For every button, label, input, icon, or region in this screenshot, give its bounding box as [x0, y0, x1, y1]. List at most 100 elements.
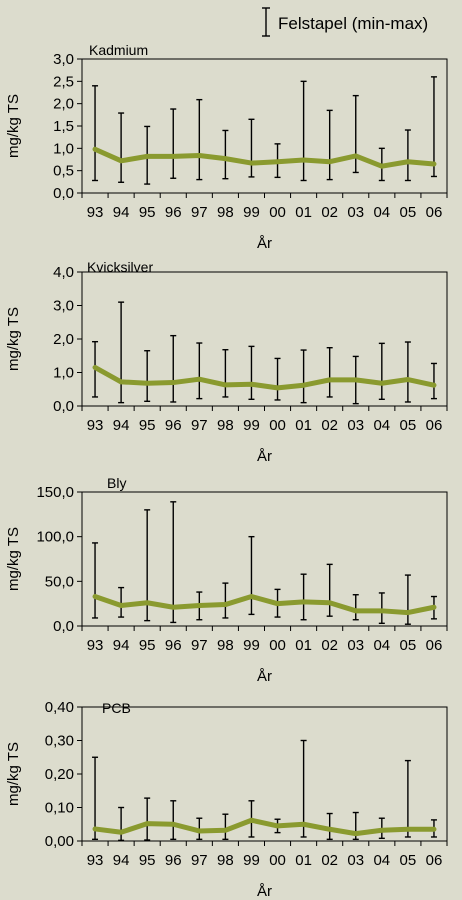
- x-tick-label: 96: [165, 204, 182, 221]
- y-tick-label: 1,0: [53, 365, 74, 382]
- data-point: [379, 164, 385, 169]
- data-point: [118, 379, 124, 385]
- y-tick-label: 150,0: [36, 484, 74, 501]
- data-point: [431, 161, 437, 167]
- data-point: [249, 818, 254, 823]
- y-tick-label: 3,0: [53, 298, 74, 315]
- x-tick-label: 05: [400, 852, 417, 869]
- data-point: [249, 594, 254, 599]
- chart-3: 0,00 0,10 0,20 0,30 0,40 93 94 95 96 97 98 99 00 01 02…: [5, 699, 448, 900]
- data-point: [197, 828, 202, 834]
- y-tick-label: 2,5: [53, 73, 74, 90]
- x-tick-label: 01: [295, 417, 312, 434]
- x-tick-label: 94: [113, 637, 130, 654]
- chart-0: 0,0 0,5 1,0 1,5 2,0 2,5 3,0 93 94 95 96 97 98 99 00 01 0…: [5, 42, 448, 252]
- y-tick-label: 1,5: [53, 118, 74, 135]
- x-tick-label: 04: [373, 637, 390, 654]
- data-point: [92, 594, 98, 599]
- x-tick-label: 93: [87, 417, 104, 434]
- x-tick-label: 99: [243, 417, 260, 434]
- x-tick-label: 03: [347, 852, 364, 869]
- data-point: [144, 381, 150, 386]
- data-point: [144, 600, 150, 605]
- data-point: [353, 608, 358, 614]
- series-line: [92, 364, 437, 391]
- x-tick-label: 03: [347, 417, 364, 434]
- data-point: [197, 603, 202, 608]
- x-tick-label: 01: [295, 637, 312, 654]
- x-tick-label: 94: [113, 417, 130, 434]
- y-tick-label: 0,00: [45, 833, 74, 850]
- x-tick-label: 04: [373, 852, 390, 869]
- x-tick-label: 00: [269, 204, 286, 221]
- x-tick-label: 00: [269, 852, 286, 869]
- x-tick-label: 98: [217, 204, 234, 221]
- x-axis-label: År: [257, 235, 272, 252]
- data-point: [405, 377, 411, 382]
- data-point: [431, 605, 437, 610]
- x-tick-label: 95: [139, 637, 156, 654]
- x-tick-label: 04: [373, 204, 390, 221]
- data-point: [327, 600, 332, 605]
- y-tick-label: 4,0: [53, 264, 74, 281]
- legend-label: Felstapel (min-max): [278, 14, 428, 33]
- chart-1: 0,0 1,0 2,0 3,0 4,0 93 94 95 96 97 98 99 00 01 02 03 04 0…: [5, 259, 448, 465]
- data-point: [171, 605, 176, 610]
- chart-2: 0,0 50,0 100,0 150,0 93 94 95 96 97 98 99 00 01 02 03 0…: [5, 475, 448, 685]
- x-tick-label: 95: [139, 417, 156, 434]
- x-tick-label: 98: [217, 852, 234, 869]
- data-point: [353, 377, 358, 383]
- data-point: [144, 821, 150, 826]
- x-axis-label: År: [257, 883, 272, 900]
- data-point: [431, 827, 437, 832]
- y-axis-label: mg/kg TS: [5, 527, 22, 591]
- data-point: [92, 147, 98, 152]
- x-tick-label: 00: [269, 417, 286, 434]
- x-tick-label: 97: [191, 852, 208, 869]
- data-point: [171, 380, 176, 385]
- y-tick-label: 0,40: [45, 699, 74, 716]
- y-tick-label: 0,20: [45, 766, 74, 783]
- data-point: [431, 383, 437, 388]
- x-tick-label: 99: [243, 637, 260, 654]
- x-tick-label: 05: [400, 417, 417, 434]
- x-tick-label: 03: [347, 637, 364, 654]
- x-tick-label: 06: [426, 204, 443, 221]
- x-tick-label: 00: [269, 637, 286, 654]
- series-line: [92, 817, 437, 837]
- chart-title: Kadmium: [89, 42, 148, 58]
- data-point: [275, 601, 280, 606]
- series-line: [92, 146, 437, 169]
- data-point: [223, 828, 228, 833]
- data-point: [92, 826, 98, 832]
- data-point: [301, 822, 306, 827]
- y-tick-label: 50,0: [45, 573, 74, 590]
- y-tick-label: 0,0: [53, 185, 74, 202]
- x-tick-label: 01: [295, 852, 312, 869]
- data-point: [301, 383, 306, 388]
- data-point: [249, 160, 254, 166]
- y-axis-label: mg/kg TS: [5, 94, 22, 158]
- data-point: [405, 610, 411, 615]
- data-point: [118, 830, 124, 835]
- x-tick-label: 01: [295, 204, 312, 221]
- x-tick-label: 93: [87, 204, 104, 221]
- chart-panels: 0,00,51,01,52,02,53,093 94 95 96 97 98 99 00 01 0…: [5, 42, 448, 900]
- data-point: [275, 159, 280, 164]
- series-line: [92, 594, 437, 616]
- data-point: [327, 827, 332, 832]
- data-point: [92, 365, 98, 370]
- x-tick-label: 06: [426, 852, 443, 869]
- y-tick-label: 0,0: [53, 618, 74, 635]
- x-tick-label: 94: [113, 204, 130, 221]
- chart-title: PCB: [102, 700, 131, 716]
- data-point: [379, 608, 385, 614]
- data-point: [379, 828, 385, 833]
- plot-area: [81, 58, 448, 194]
- y-tick-label: 2,0: [53, 331, 74, 348]
- x-tick-label: 02: [321, 637, 338, 654]
- data-point: [405, 159, 411, 164]
- x-axis-label: År: [257, 448, 272, 465]
- chart-title: Kvicksilver: [87, 259, 153, 275]
